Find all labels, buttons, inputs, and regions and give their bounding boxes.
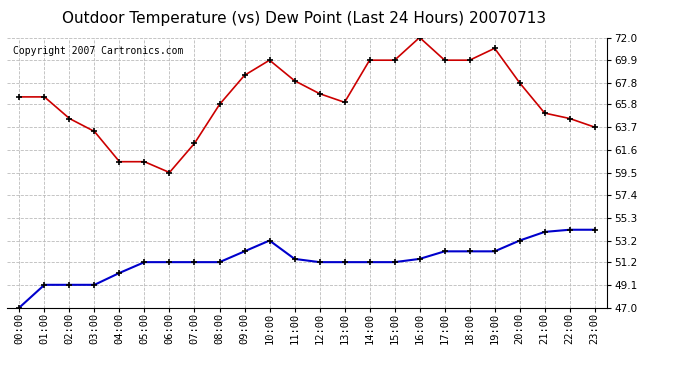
- Text: Copyright 2007 Cartronics.com: Copyright 2007 Cartronics.com: [13, 46, 184, 56]
- Text: Outdoor Temperature (vs) Dew Point (Last 24 Hours) 20070713: Outdoor Temperature (vs) Dew Point (Last…: [61, 11, 546, 26]
